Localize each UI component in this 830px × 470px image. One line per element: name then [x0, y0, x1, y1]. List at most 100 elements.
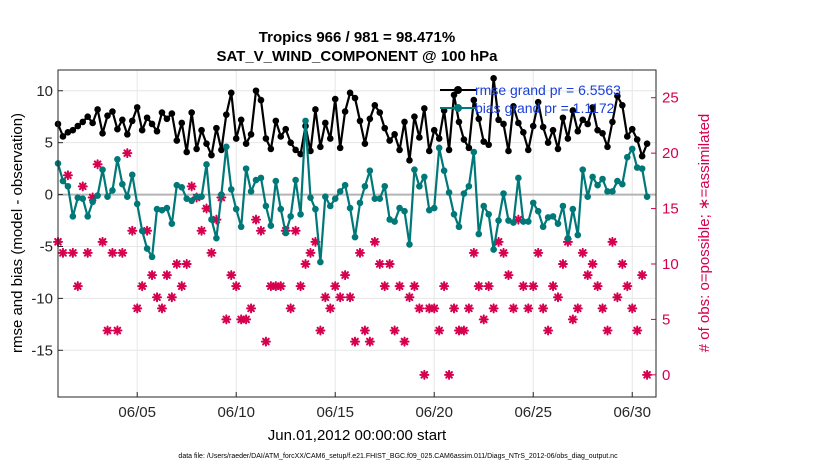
- bias-point-35: [227, 186, 235, 193]
- obs-point-86: [478, 314, 489, 325]
- bias-point-85: [475, 230, 483, 238]
- bias-point-62: [361, 182, 369, 190]
- obs-point-24: [171, 258, 182, 269]
- rmse-point-68: [391, 131, 398, 138]
- bias-point-48: [292, 176, 299, 184]
- bias-point-7: [89, 198, 96, 206]
- legend-bias-marker: [454, 104, 462, 112]
- obs-point-14: [122, 148, 133, 159]
- bias-point-80: [450, 210, 458, 218]
- bias-point-38: [242, 165, 250, 172]
- obs-point-11: [107, 247, 118, 258]
- obs-point-59: [345, 292, 356, 303]
- bias-point-41: [257, 174, 265, 182]
- obs-point-64-stroke-3: [370, 237, 379, 246]
- rmse-point-34: [223, 111, 230, 118]
- obs-point-102-stroke-3: [559, 260, 567, 268]
- chart-subtitle: SAT_V_WIND_COMPONENT @ 100 hPa: [216, 48, 498, 65]
- rmse-point-112: [609, 118, 616, 126]
- obs-point-89-stroke-3: [494, 237, 503, 246]
- obs-point-116: [627, 303, 638, 314]
- x-tick-label-2: 06/15: [316, 404, 354, 421]
- obs-point-106-stroke-3: [578, 249, 587, 257]
- bias-point-8: [94, 192, 101, 199]
- rmse-point-49: [297, 150, 304, 158]
- rmse-point-12: [114, 125, 121, 133]
- obs-point-58-stroke-3: [341, 271, 349, 279]
- rmse-point-48: [292, 146, 299, 154]
- bias-point-15: [128, 171, 136, 179]
- bias-point-37: [237, 223, 245, 231]
- bias-point-83: [465, 182, 473, 190]
- bias-point-60: [351, 233, 359, 241]
- obs-point-23: [166, 292, 177, 303]
- bias-point-98: [539, 223, 547, 231]
- obs-point-109: [592, 281, 603, 292]
- obs-point-70-stroke-3: [400, 337, 409, 346]
- x-tick-label-4: 06/25: [514, 404, 552, 421]
- obs-point-82-stroke-3: [460, 326, 468, 335]
- right-tick-label-4: 20: [662, 145, 679, 162]
- x-tick-label-5: 06/30: [613, 404, 651, 421]
- bias-point-96: [529, 199, 537, 207]
- obs-point-97: [533, 247, 544, 258]
- bias-series: [54, 117, 651, 266]
- obs-point-6-stroke-3: [83, 249, 92, 257]
- bias-point-71: [406, 241, 413, 248]
- x-axis-ticks: 06/05 06/10 06/15 06/20 06/25 06/30: [118, 392, 651, 421]
- rmse-point-6: [84, 113, 92, 121]
- bias-point-34: [223, 143, 230, 151]
- right-tick-label-0: 0: [662, 367, 670, 384]
- rmse-point-7: [89, 119, 96, 127]
- obs-point-10: [102, 325, 113, 336]
- rmse-point-67: [386, 137, 393, 144]
- obs-point-79-stroke-3: [445, 371, 453, 379]
- y-tick-label-0: -15: [31, 342, 53, 359]
- obs-point-104: [567, 314, 578, 325]
- rmse-point-108: [589, 104, 596, 111]
- obs-point-88: [488, 303, 499, 314]
- bias-point-54: [322, 193, 329, 200]
- bias-point-67: [386, 216, 393, 223]
- bias-point-91: [505, 217, 512, 224]
- rmse-point-41: [257, 96, 265, 104]
- rmse-point-27: [188, 109, 195, 116]
- y-axis-ticks: -15 -10 -5 0 5 10: [31, 83, 63, 359]
- rmse-point-88: [490, 75, 497, 82]
- bias-point-12: [114, 155, 121, 163]
- obs-point-3-stroke-3: [69, 249, 77, 257]
- rmse-point-110: [599, 130, 606, 137]
- bias-point-97: [534, 207, 542, 215]
- rmse-point-47: [287, 139, 294, 146]
- rmse-point-57: [336, 144, 344, 152]
- obs-point-16-stroke-3: [133, 304, 142, 313]
- obs-point-25: [176, 281, 187, 292]
- obs-point-112-stroke-3: [608, 237, 617, 246]
- bias-point-72: [411, 166, 418, 173]
- bias-point-49: [297, 210, 304, 218]
- right-axis-ticks: 0 5 10 15 20 25: [651, 90, 679, 384]
- bias-point-105: [574, 231, 582, 239]
- bias-point-103: [564, 234, 572, 242]
- rmse-point-44: [272, 117, 280, 125]
- rmse-point-56: [331, 95, 339, 103]
- rmse-point-71: [406, 157, 413, 164]
- rmse-point-20: [153, 127, 161, 135]
- rmse-point-98: [539, 123, 547, 131]
- bias-point-21: [158, 206, 166, 214]
- rmse-point-51: [307, 147, 314, 155]
- obs-point-30-stroke-3: [202, 204, 211, 213]
- rmse-point-31: [208, 151, 215, 159]
- obs-point-80-stroke-3: [450, 304, 458, 313]
- obs-point-34: [221, 314, 232, 325]
- obs-point-77: [434, 325, 445, 336]
- rmse-point-37: [237, 116, 245, 124]
- bias-point-86: [480, 202, 488, 210]
- obs-point-12: [112, 325, 123, 336]
- obs-point-45: [275, 281, 286, 292]
- obs-point-42: [260, 336, 271, 347]
- obs-point-113-stroke-3: [613, 293, 622, 302]
- bias-point-110: [599, 175, 606, 183]
- obs-point-62: [359, 325, 370, 336]
